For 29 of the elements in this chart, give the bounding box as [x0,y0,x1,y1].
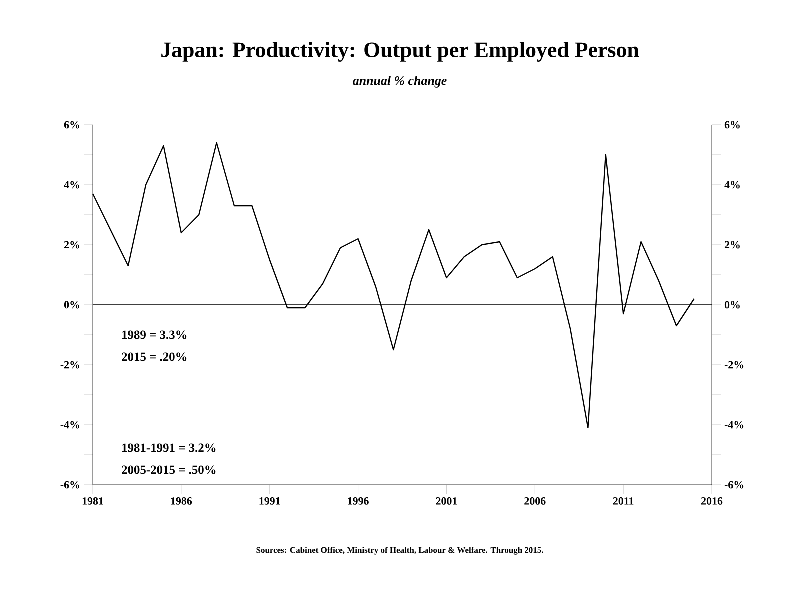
chart-subtitle: annual % change [353,76,447,88]
x-tick-label: 1981 [82,498,104,505]
y2-tick-label: -2% [60,361,80,369]
y-tick-label: 6% [724,121,740,129]
x-tick-label: 2016 [702,498,723,505]
y-tick-label: 0% [724,301,740,309]
x-tick-label: 2001 [436,498,458,505]
annotation: 2015 = .20% [122,352,187,362]
y-tick-label: -2% [724,361,744,369]
x-tick-label: 1986 [171,498,192,505]
y2-tick-label: 4% [64,181,80,189]
y-tick-label: 2% [724,241,740,249]
x-tick-label: 2006 [524,498,546,505]
y2-tick-label: 2% [64,241,80,249]
x-tick-label: 2011 [613,498,634,505]
y2-tick-label: 0% [64,301,80,309]
source-note: Sources: Cabinet Office, Ministry of Health, Labour & Welfare. Through 2015. [256,547,544,555]
x-tick-label: 1996 [348,498,369,505]
y2-tick-label: 6% [64,121,80,129]
chart-title: Japan: Productivity: Output per Employed Person [162,42,640,62]
y-tick-label: -4% [724,421,744,429]
annotation: 2005-2015 = .50% [122,466,216,474]
annotation: 1981-1991 = 3.2% [122,444,216,452]
x-tick-label: 1991 [260,498,280,505]
y-tick-label: -6% [724,481,744,489]
annotation: 1989 = 3.3% [122,330,187,340]
y2-tick-label: -4% [60,421,80,429]
y2-tick-label: -6% [60,481,80,489]
y-tick-label: 4% [724,181,740,189]
